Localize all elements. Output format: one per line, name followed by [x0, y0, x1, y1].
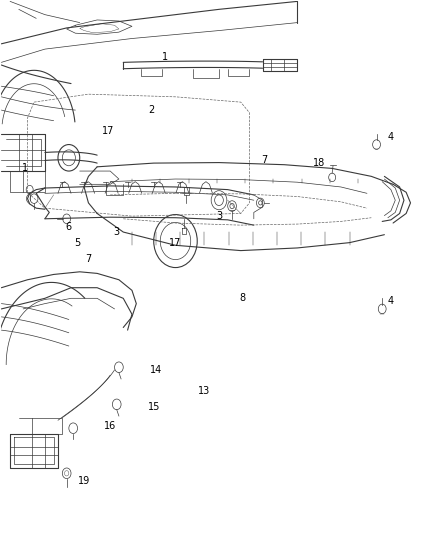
Text: 7: 7	[85, 254, 92, 263]
Text: 17: 17	[102, 126, 114, 136]
Text: 3: 3	[113, 227, 120, 237]
Text: 6: 6	[66, 222, 72, 232]
Text: 19: 19	[78, 477, 90, 486]
Text: 13: 13	[198, 386, 210, 396]
Text: 15: 15	[148, 402, 160, 412]
Text: 14: 14	[150, 365, 162, 375]
Text: 3: 3	[216, 211, 222, 221]
Text: 16: 16	[104, 421, 117, 431]
Text: 1: 1	[162, 52, 168, 62]
Text: 18: 18	[313, 158, 325, 168]
Text: 4: 4	[388, 296, 394, 306]
Text: 7: 7	[261, 156, 268, 165]
Text: 2: 2	[148, 105, 155, 115]
Text: 4: 4	[388, 132, 394, 142]
Text: 5: 5	[74, 238, 81, 248]
Text: 8: 8	[240, 293, 246, 303]
Text: 1: 1	[22, 164, 28, 173]
Text: 17: 17	[170, 238, 182, 248]
